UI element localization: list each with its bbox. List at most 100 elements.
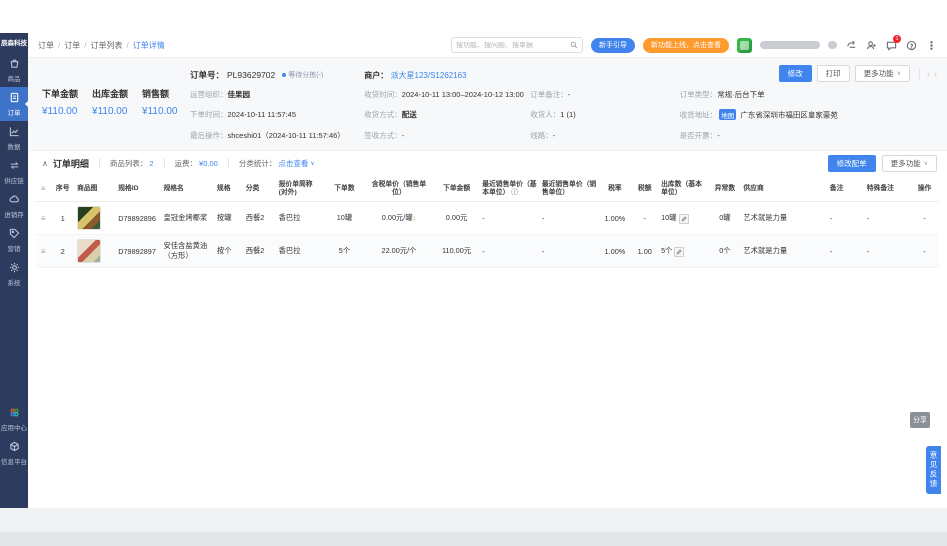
drag-handle-icon[interactable]: ≡ — [40, 246, 46, 256]
col-special-remark: 特殊备注 — [864, 176, 911, 203]
breadcrumb-item[interactable]: 订单 — [38, 40, 54, 50]
sidebar-item-orders[interactable]: 订单 — [0, 87, 28, 121]
edit-outbound-qty-icon[interactable] — [674, 246, 685, 257]
price-down-icon: ↓ — [412, 215, 417, 223]
order-fields-grid: 运营组织：佳果园 收货时间：2024-10-11 13:00–2024-10-1… — [190, 89, 937, 141]
feedback-tab[interactable]: 意见反馈 — [926, 446, 941, 494]
field-receiver: 收货人：1 (1) — [530, 110, 576, 119]
col-unit-price: 含税单价（销售单位） — [365, 176, 433, 203]
table-row: ≡ 1 D79892896 皇冠金烤椰浆 按罐 西餐2 香巴拉 10罐 0.00… — [36, 201, 939, 236]
cell-outbound-qty: 5个 — [659, 234, 709, 269]
cell-order-amount: 0.00元 — [432, 201, 481, 236]
product-thumbnail[interactable] — [77, 206, 102, 231]
avatar[interactable] — [737, 37, 752, 53]
invite-user-icon[interactable] — [865, 39, 877, 51]
sidebar-item-info-platform[interactable]: 信息平台 — [0, 436, 28, 470]
field-order-type: 订单类型：常规·后台下单 — [679, 90, 765, 99]
sales-amount: 销售额 ¥110.00 — [142, 87, 177, 141]
cell-seq: 2 — [50, 234, 76, 269]
product-thumbnail[interactable] — [77, 239, 102, 264]
merchant-link[interactable]: 派大星123/S1262163 — [390, 70, 467, 80]
switch-account-icon[interactable] — [845, 39, 857, 51]
stats-link[interactable]: 点击查看 — [278, 159, 309, 168]
cell-operation[interactable]: - — [910, 234, 939, 269]
drag-handle-icon[interactable]: ≡ — [40, 183, 46, 193]
edit-outbound-qty-icon[interactable] — [678, 213, 689, 224]
sidebar-item-inventory[interactable]: 进销存 — [0, 189, 28, 223]
cell-remark: - — [827, 234, 865, 269]
supply-chain-icon — [9, 160, 20, 173]
amount-label: 销售额 — [142, 89, 170, 99]
status-text: 等待分拣(-) — [288, 72, 324, 79]
share-button[interactable]: 分享 — [910, 412, 930, 428]
freight: 运费： ¥0.00 — [163, 158, 218, 169]
collapse-icon[interactable]: ∧ — [42, 159, 48, 168]
sidebar-item-label: 信息平台 — [1, 458, 27, 466]
col-recent-base-price: 最近销售单价（基本单位） ⓘ — [480, 176, 540, 203]
cell-operation[interactable]: - — [910, 201, 939, 236]
more-functions-button[interactable]: 更多功能 ∨ — [854, 65, 910, 82]
chevron-down-icon: ∨ — [896, 71, 901, 77]
next-order-icon[interactable]: › — [934, 68, 937, 79]
field-route: 线路：- — [530, 130, 556, 140]
message-icon[interactable]: 1 — [885, 35, 901, 51]
prev-order-icon[interactable]: ‹ — [927, 68, 930, 79]
col-outbound-qty: 出库数（基本单位） — [659, 176, 709, 203]
order-items-table: ≡ 序号 商品图 规格ID 规格名 规格 分类 报价单简称 (对外) 下单数 含… — [36, 176, 939, 269]
map-badge[interactable]: 地图 — [719, 109, 737, 120]
sidebar-item-label: 商品 — [7, 75, 21, 83]
cell-tax-amount: 1.00 — [630, 234, 660, 269]
cell-unit-price: 22.00元/个 — [365, 234, 433, 269]
field-order-time: 下单时间：2024-10-11 11:57:45 — [190, 110, 297, 119]
global-search[interactable] — [451, 37, 583, 53]
more-menu-icon[interactable] — [925, 39, 937, 51]
col-abnormal-qty: 异常数 — [708, 176, 742, 203]
help-icon[interactable] — [905, 39, 917, 51]
info-icon[interactable]: ⓘ — [511, 188, 518, 196]
col-spec-id: 规格ID — [116, 176, 162, 203]
drag-handle-icon[interactable]: ≡ — [40, 213, 46, 223]
search-input[interactable] — [456, 41, 570, 49]
inventory-icon — [9, 194, 20, 207]
gear-icon — [9, 262, 20, 275]
col-order-amount: 下单金额 — [432, 176, 481, 203]
apps-icon — [9, 407, 20, 420]
product-list-count: 商品列表： 2 — [98, 158, 154, 169]
promo-button[interactable]: 新功能上线，点击查看 — [643, 37, 729, 53]
sidebar-item-supply-chain[interactable]: 供应链 — [0, 155, 28, 189]
cell-recent-base-price: - — [480, 201, 540, 236]
order-number-label: 订单号： — [190, 70, 225, 80]
cell-order-qty: 5个 — [323, 234, 366, 269]
sidebar-item-data[interactable]: 数据 — [0, 121, 28, 155]
field-receive-method: 收货方式：配送 — [364, 110, 417, 119]
outbound-amount: 出库金额 ¥110.00 — [92, 87, 128, 141]
category-stats: 分类统计： 点击查看 ∨ — [227, 158, 315, 169]
pager: ‹ › — [919, 68, 937, 79]
detail-more-button[interactable]: 更多功能 ∨ — [881, 155, 937, 172]
cell-special-remark: - — [864, 234, 911, 269]
field-invoice: 是否开票：- — [679, 130, 720, 140]
breadcrumb: 订单 订单 订单列表 订单详情 — [38, 40, 165, 51]
cell-supplier: 艺术就是力量 — [741, 201, 828, 236]
sidebar-item-label: 进销存 — [4, 211, 24, 219]
cell-seq: 1 — [50, 201, 76, 236]
cell-outbound-qty: 10罐 — [659, 201, 709, 236]
breadcrumb-item[interactable]: 订单列表 — [84, 40, 122, 51]
sidebar-item-goods[interactable]: 商品 — [0, 53, 28, 87]
col-order-qty: 下单数 — [323, 176, 366, 203]
col-operation: 操作 — [910, 176, 939, 203]
edit-order-button[interactable]: 修改 — [778, 65, 812, 82]
edit-items-button[interactable]: 修改配单 — [827, 155, 876, 172]
guide-button[interactable]: 新手引导 — [591, 37, 635, 53]
app-logo: 辰森科技 — [1, 40, 27, 47]
print-button[interactable]: 打印 — [816, 65, 850, 82]
sidebar-item-marketing[interactable]: 营销 — [0, 223, 28, 257]
sidebar-item-label: 系统 — [7, 279, 21, 287]
breadcrumb-item[interactable]: 订单 — [58, 40, 80, 51]
sidebar-item-app-center[interactable]: 应用中心 — [0, 402, 28, 436]
cell-spec: 按罐 — [214, 201, 244, 236]
sidebar-item-system[interactable]: 系统 — [0, 257, 28, 291]
chevron-down-icon: ∨ — [310, 161, 315, 167]
cell-abnormal-qty: 0罐 — [708, 201, 742, 236]
